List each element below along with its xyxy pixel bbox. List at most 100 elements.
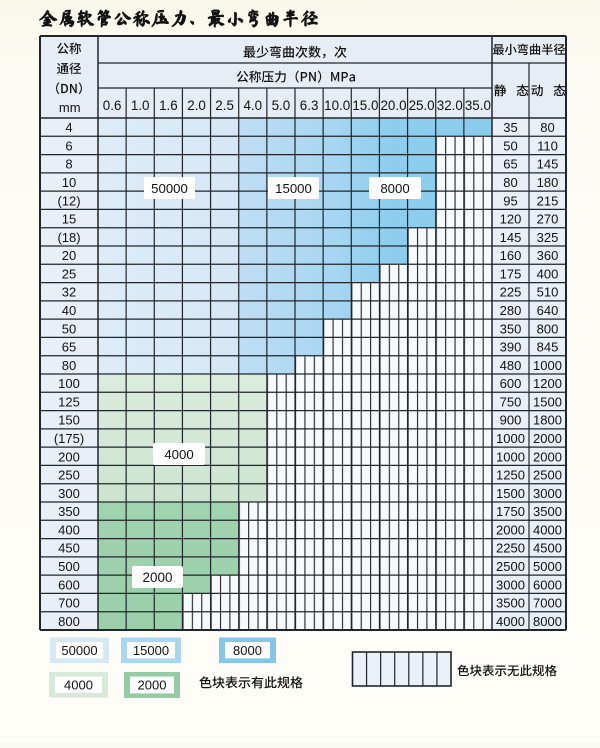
svg-text:3500: 3500 xyxy=(496,596,525,611)
svg-text:mm: mm xyxy=(59,100,81,115)
svg-text:3000: 3000 xyxy=(533,486,562,501)
svg-text:8000: 8000 xyxy=(380,181,409,196)
svg-text:20: 20 xyxy=(62,248,76,263)
svg-text:480: 480 xyxy=(500,358,522,373)
svg-text:15.0: 15.0 xyxy=(352,98,378,113)
svg-text:80: 80 xyxy=(540,120,554,135)
svg-text:145: 145 xyxy=(537,157,559,172)
svg-text:8000: 8000 xyxy=(233,643,262,658)
svg-text:5.0: 5.0 xyxy=(272,98,291,113)
svg-text:800: 800 xyxy=(537,321,559,336)
svg-text:32: 32 xyxy=(62,285,76,300)
svg-text:215: 215 xyxy=(537,193,559,208)
svg-text:510: 510 xyxy=(537,285,559,300)
svg-text:3500: 3500 xyxy=(533,504,562,519)
svg-text:1000: 1000 xyxy=(496,449,525,464)
svg-text:280: 280 xyxy=(500,303,522,318)
svg-text:1.6: 1.6 xyxy=(159,98,178,113)
svg-text:250: 250 xyxy=(58,468,80,483)
svg-text:4000: 4000 xyxy=(496,614,525,629)
svg-text:25.0: 25.0 xyxy=(409,98,435,113)
svg-text:1200: 1200 xyxy=(533,376,562,391)
svg-text:10: 10 xyxy=(62,175,76,190)
svg-text:35.0: 35.0 xyxy=(465,98,491,113)
svg-text:125: 125 xyxy=(58,394,80,409)
svg-text:1500: 1500 xyxy=(533,394,562,409)
svg-text:700: 700 xyxy=(58,596,80,611)
svg-text:(18): (18) xyxy=(57,230,80,245)
svg-text:600: 600 xyxy=(58,577,80,592)
svg-text:4500: 4500 xyxy=(533,541,562,556)
svg-text:4000: 4000 xyxy=(64,677,93,692)
svg-text:50000: 50000 xyxy=(151,181,188,196)
svg-text:390: 390 xyxy=(500,340,522,355)
svg-text:8: 8 xyxy=(65,157,72,172)
svg-text:6: 6 xyxy=(65,138,72,153)
svg-text:500: 500 xyxy=(58,559,80,574)
svg-text:95: 95 xyxy=(503,193,517,208)
svg-text:2250: 2250 xyxy=(496,541,525,556)
svg-text:300: 300 xyxy=(58,486,80,501)
svg-text:175: 175 xyxy=(500,266,522,281)
svg-text:25: 25 xyxy=(62,266,76,281)
svg-text:6000: 6000 xyxy=(533,577,562,592)
svg-text:1800: 1800 xyxy=(533,413,562,428)
svg-text:50000: 50000 xyxy=(61,643,97,658)
svg-text:2.0: 2.0 xyxy=(187,98,206,113)
svg-text:0.6: 0.6 xyxy=(103,98,122,113)
svg-text:2000: 2000 xyxy=(533,431,562,446)
svg-text:80: 80 xyxy=(503,175,517,190)
svg-text:120: 120 xyxy=(500,212,522,227)
svg-text:4.0: 4.0 xyxy=(243,98,262,113)
svg-text:6.3: 6.3 xyxy=(300,98,319,113)
svg-text:65: 65 xyxy=(503,157,517,172)
svg-text:1.0: 1.0 xyxy=(131,98,150,113)
svg-text:2.5: 2.5 xyxy=(215,98,234,113)
svg-text:110: 110 xyxy=(537,138,558,153)
svg-text:400: 400 xyxy=(537,266,559,281)
svg-text:3000: 3000 xyxy=(496,577,525,592)
svg-text:160: 160 xyxy=(500,248,522,263)
svg-text:350: 350 xyxy=(58,504,80,519)
svg-text:(175): (175) xyxy=(54,431,84,446)
svg-text:4: 4 xyxy=(65,120,72,135)
svg-text:2000: 2000 xyxy=(142,570,172,585)
svg-text:20.0: 20.0 xyxy=(380,98,406,113)
svg-text:200: 200 xyxy=(58,449,80,464)
svg-text:10.0: 10.0 xyxy=(324,98,350,113)
svg-text:15000: 15000 xyxy=(275,181,312,196)
svg-text:2500: 2500 xyxy=(533,468,562,483)
svg-text:900: 900 xyxy=(500,413,522,428)
svg-text:1500: 1500 xyxy=(496,486,525,501)
svg-text:5000: 5000 xyxy=(533,559,562,574)
svg-text:50: 50 xyxy=(62,321,76,336)
svg-text:100: 100 xyxy=(58,376,80,391)
svg-text:400: 400 xyxy=(58,522,80,537)
svg-text:4000: 4000 xyxy=(533,522,562,537)
svg-text:600: 600 xyxy=(500,376,522,391)
svg-text:2500: 2500 xyxy=(496,559,525,574)
svg-text:225: 225 xyxy=(500,285,522,300)
svg-text:325: 325 xyxy=(537,230,559,245)
svg-text:(12): (12) xyxy=(57,193,80,208)
svg-text:65: 65 xyxy=(62,340,76,355)
svg-text:640: 640 xyxy=(537,303,559,318)
svg-text:145: 145 xyxy=(500,230,522,245)
svg-text:7000: 7000 xyxy=(533,596,562,611)
svg-text:270: 270 xyxy=(537,212,559,227)
svg-text:2000: 2000 xyxy=(496,522,525,537)
svg-text:2000: 2000 xyxy=(533,449,562,464)
svg-text:15000: 15000 xyxy=(133,643,169,658)
svg-text:32.0: 32.0 xyxy=(437,98,463,113)
svg-text:2000: 2000 xyxy=(138,678,167,693)
svg-text:1000: 1000 xyxy=(496,431,525,446)
svg-text:800: 800 xyxy=(58,614,80,629)
svg-text:8000: 8000 xyxy=(533,614,562,629)
svg-text:1750: 1750 xyxy=(496,504,525,519)
svg-text:80: 80 xyxy=(62,358,76,373)
svg-text:50: 50 xyxy=(503,138,517,153)
svg-text:750: 750 xyxy=(500,394,522,409)
svg-text:150: 150 xyxy=(58,413,80,428)
svg-text:180: 180 xyxy=(537,175,559,190)
svg-text:35: 35 xyxy=(503,120,517,135)
